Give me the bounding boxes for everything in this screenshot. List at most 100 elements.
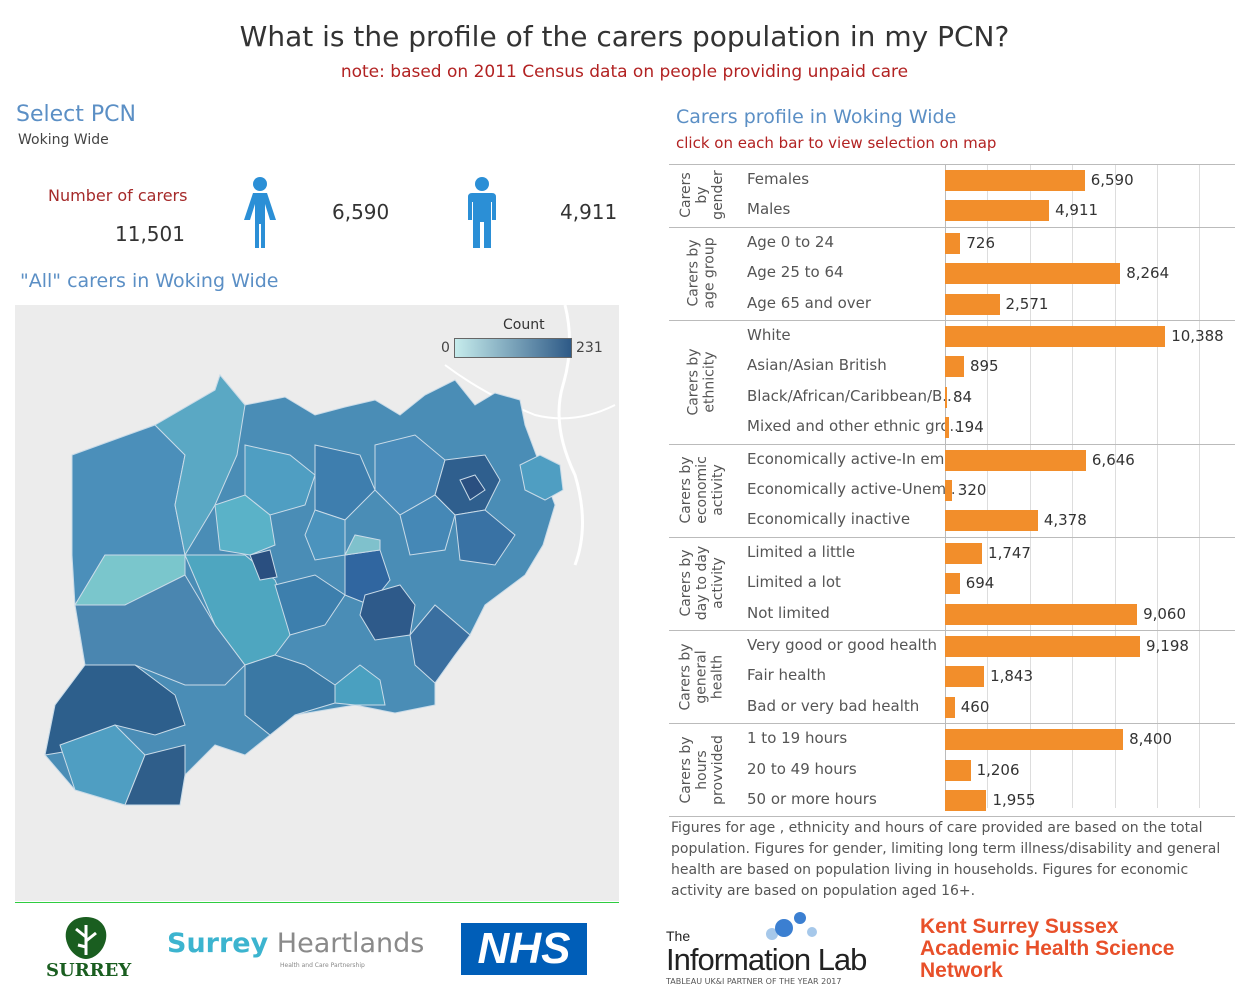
group-label-text: Carers by hours provvided	[678, 734, 726, 805]
category-label: Age 65 and over	[747, 293, 872, 312]
group-divider	[669, 226, 1235, 228]
bar-value-label: 1,747	[988, 543, 1031, 562]
page-note: note: based on 2011 Census data on peopl…	[340, 62, 909, 82]
group-divider	[669, 320, 1235, 321]
map-title: "All" carers in Woking Wide	[20, 270, 279, 292]
bar-value-label: 194	[955, 418, 984, 437]
bar[interactable]	[945, 790, 987, 811]
bar-value-label: 4,911	[1055, 201, 1099, 220]
category-label: Not limited	[747, 603, 830, 622]
page-title: What is the profile of the carers popula…	[239, 20, 1010, 53]
carers-total-value: 11,501	[115, 222, 185, 246]
gridline	[1157, 164, 1158, 808]
carers-profile-chart[interactable]: Carers by gender Females 6,590 Males 4,911 Ca…	[669, 164, 1235, 818]
category-label: Males	[747, 200, 791, 219]
category-label: White	[747, 326, 791, 344]
group-label: Carers by economic activity	[669, 444, 735, 537]
group-label-text: Carers by economic activity	[678, 456, 727, 524]
bar-value-label: 1,206	[976, 760, 1020, 779]
bar-value-label: 84	[953, 387, 973, 406]
bar[interactable]	[945, 510, 1038, 532]
map-regions[interactable]	[15, 305, 619, 901]
kss-logo-line3: Network	[920, 959, 1003, 982]
bar-value-label: 694	[965, 574, 995, 593]
kss-logo-line2: Academic Health Science	[920, 937, 1175, 960]
information-lab-the: The	[666, 928, 691, 944]
group-divider	[669, 816, 1235, 818]
bar[interactable]	[945, 326, 1166, 347]
group-divider	[669, 164, 1235, 165]
bar-value-label: 6,646	[1091, 450, 1135, 469]
bar[interactable]	[945, 356, 964, 378]
bar[interactable]	[945, 170, 1085, 191]
surrey-logo-text: SURREY	[46, 960, 132, 981]
choropleth-map[interactable]	[15, 305, 619, 901]
female-person-icon	[244, 177, 276, 248]
bar[interactable]	[945, 480, 952, 501]
profile-subtitle: click on each bar to view selection on m…	[676, 134, 997, 152]
category-label: Black/African/Caribbean/B..	[747, 386, 952, 405]
bar[interactable]	[945, 729, 1124, 751]
heartlands-logo-part2: Heartlands	[268, 928, 425, 959]
bar[interactable]	[945, 449, 1086, 471]
number-of-carers-label: Number of carers	[48, 186, 188, 205]
bar[interactable]	[945, 603, 1138, 625]
category-label: Economically active-In em..	[747, 449, 954, 468]
bar[interactable]	[945, 293, 1000, 315]
bar-value-label: 6,590	[1090, 171, 1134, 189]
group-label: Carers by gender	[669, 164, 735, 227]
category-label: Age 25 to 64	[747, 263, 844, 282]
category-label: Fair health	[747, 666, 827, 685]
group-label: Carers by day to day activity	[669, 537, 735, 630]
category-label: Asian/Asian British	[747, 356, 887, 375]
category-label: Mixed and other ethnic gro..	[747, 417, 959, 436]
male-carers-count: 4,911	[560, 200, 618, 224]
bar-value-label: 1,843	[990, 667, 1034, 686]
category-label: Limited a little	[747, 542, 856, 561]
map-divider	[15, 902, 619, 903]
bar-value-label: 320	[957, 481, 987, 499]
bar[interactable]	[945, 263, 1121, 285]
group-label: Carers by general health	[669, 630, 735, 723]
pcn-selector[interactable]: Woking Wide	[18, 132, 109, 148]
gridline	[1199, 164, 1201, 808]
bar[interactable]	[945, 636, 1140, 657]
gridline	[1029, 164, 1031, 808]
female-carers-count: 6,590	[332, 200, 390, 224]
bar[interactable]	[945, 666, 985, 688]
group-label-text: Carers by ethnicity	[686, 348, 718, 416]
bar[interactable]	[945, 232, 961, 254]
bar[interactable]	[945, 386, 947, 408]
gridline	[1114, 164, 1116, 808]
bar[interactable]	[945, 573, 960, 595]
bar-value-label: 10,388	[1171, 327, 1224, 345]
group-label-text: Carers by general health	[678, 643, 726, 711]
bar[interactable]	[945, 200, 1050, 222]
bar-value-label: 1,955	[992, 791, 1036, 809]
bar[interactable]	[945, 542, 983, 564]
category-label: Bad or very bad health	[747, 696, 920, 715]
heartlands-logo-part1: Surrey	[167, 928, 269, 959]
select-pcn-title: Select PCN	[16, 102, 136, 127]
information-lab-tagline: TABLEAU UK&I PARTNER OF THE YEAR 2017	[666, 977, 842, 986]
bar[interactable]	[945, 696, 955, 718]
gridline	[1072, 164, 1074, 808]
bar[interactable]	[945, 759, 971, 781]
bar[interactable]	[945, 417, 950, 439]
category-label: Females	[747, 170, 810, 188]
group-divider	[669, 443, 1235, 445]
information-lab-name: Information Lab	[666, 942, 867, 977]
category-label: 20 to 49 hours	[747, 759, 857, 778]
group-label-text: Carers by age group	[686, 237, 719, 309]
group-divider	[669, 536, 1235, 538]
group-label-text: Carers by day to day activity	[678, 546, 726, 621]
legend-max: 231	[576, 340, 603, 356]
surrey-heartlands-logo: Surrey Heartlands	[167, 928, 424, 959]
legend-color-scale	[454, 338, 572, 358]
bar-value-label: 2,571	[1005, 294, 1049, 313]
category-label: 50 or more hours	[747, 790, 877, 808]
profile-title: Carers profile in Woking Wide	[676, 106, 957, 128]
information-lab-dots-icon	[766, 912, 817, 940]
legend-title: Count	[503, 317, 545, 333]
category-label: Economically active-Unem..	[747, 480, 956, 498]
